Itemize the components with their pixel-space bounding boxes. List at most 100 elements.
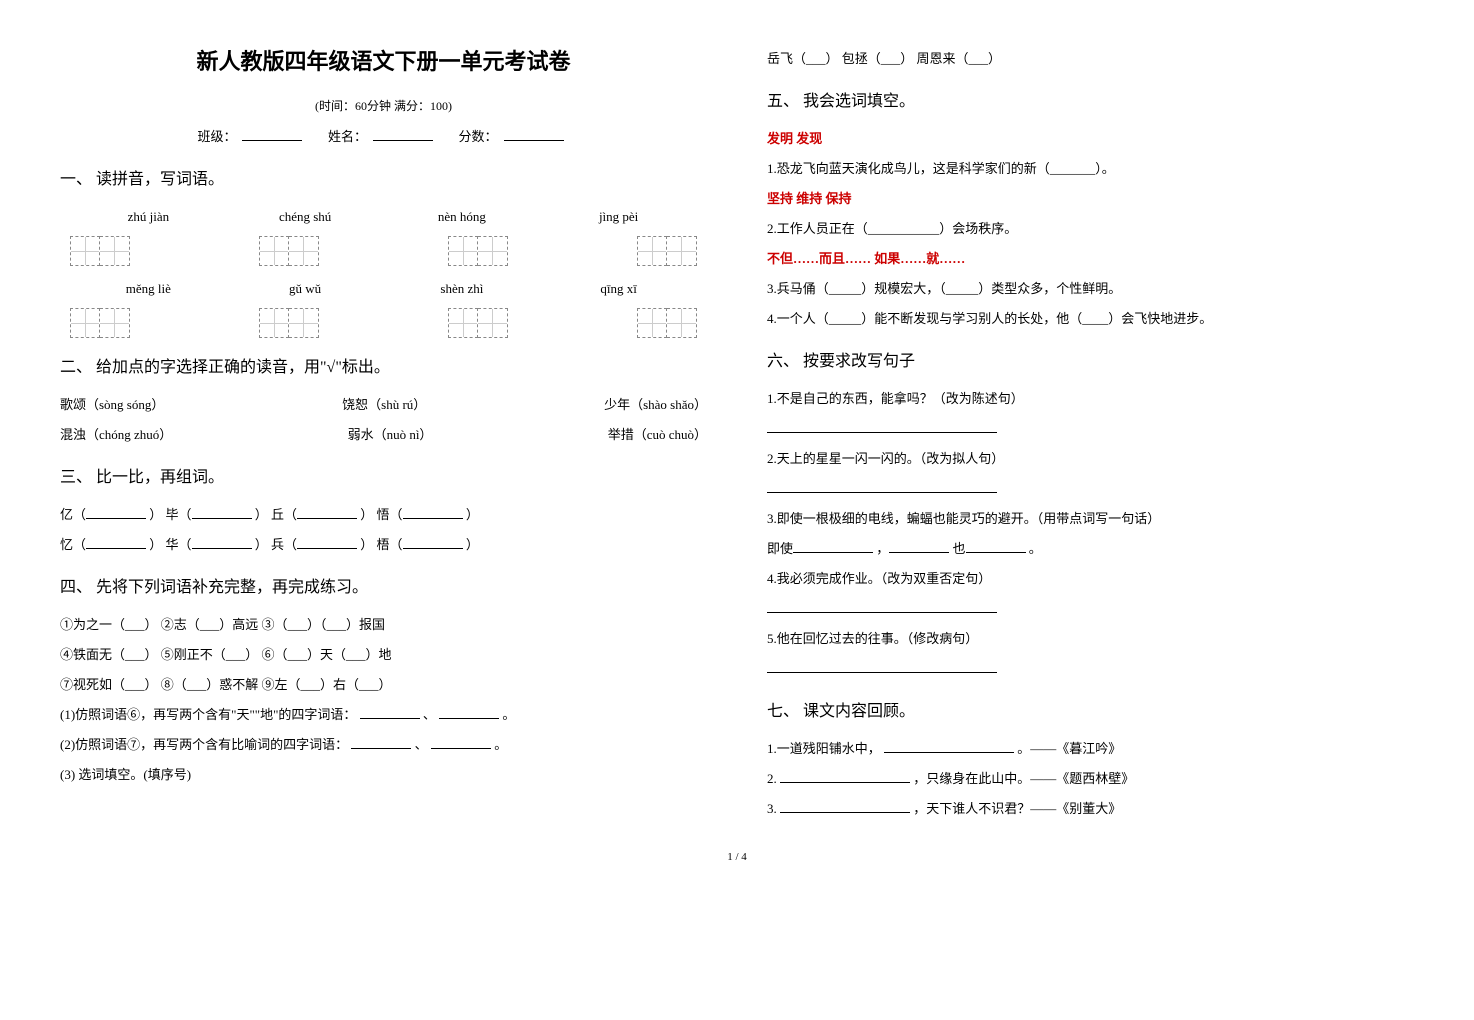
- section-5-heading: 五、 我会选词填空。: [767, 86, 1414, 118]
- page-footer: 1 / 4: [60, 846, 1414, 868]
- left-column: 新人教版四年级语文下册一单元考试卷 (时间：60分钟 满分：100) 班级： 姓…: [60, 40, 707, 826]
- q-text: 3.: [767, 801, 777, 816]
- s5-q: 4.一个人（_____）能不断发现与学习别人的长处，他（____）会飞快地进步。: [767, 306, 1414, 332]
- s5-wordgroup: 坚持 维持 保持: [767, 186, 1414, 212]
- q-text: 。: [494, 737, 507, 752]
- s2-item: 歌颂（sòng sóng）: [60, 392, 164, 418]
- blank: [966, 539, 1026, 553]
- section-6-heading: 六、 按要求改写句子: [767, 346, 1414, 378]
- s2-item: 举措（cuò chuò）: [608, 422, 707, 448]
- blank: [297, 505, 357, 519]
- q-text: 即使: [767, 541, 793, 556]
- blank: [767, 419, 997, 433]
- s3-text: ） 兵（: [255, 537, 297, 552]
- pinyin-item: měng liè: [70, 276, 227, 302]
- s2-row: 歌颂（sòng sóng） 饶恕（shù rú） 少年（shào shǎo）: [60, 392, 707, 418]
- right-column: 岳飞（___） 包拯（___） 周恩来（___） 五、 我会选词填空。 发明 发…: [767, 40, 1414, 826]
- s5-wordgroup: 不但……而且…… 如果……就……: [767, 246, 1414, 272]
- blank: [767, 479, 997, 493]
- pinyin-item: jìng pèi: [540, 204, 697, 230]
- s4-q2: (2)仿照词语⑦，再写两个含有比喻词的四字词语： 、 。: [60, 732, 707, 758]
- q-text: (1)仿照词语⑥，再写两个含有"天""地"的四字词语：: [60, 707, 356, 722]
- s3-text: ） 悟（: [360, 507, 402, 522]
- q-text: 也: [953, 541, 966, 556]
- section-2-heading: 二、 给加点的字选择正确的读音，用"√"标出。: [60, 352, 707, 384]
- blank: [767, 659, 997, 673]
- s3-text: ）: [466, 537, 479, 552]
- q-text: 。: [502, 707, 515, 722]
- q-text: 。——《暮江吟》: [1017, 741, 1121, 756]
- tianzi-row-1: [60, 236, 707, 266]
- blank: [884, 739, 1014, 753]
- pinyin-item: nèn hóng: [384, 204, 541, 230]
- section-3-heading: 三、 比一比，再组词。: [60, 462, 707, 494]
- s5-q: 2.工作人员正在（___________）会场秩序。: [767, 216, 1414, 242]
- tianzi-box: [259, 308, 319, 338]
- q-text: ，只缘身在此山中。——《题西林壁》: [913, 771, 1134, 786]
- answer-line: [767, 596, 1414, 622]
- header-info: 班级： 姓名： 分数：: [60, 124, 707, 150]
- s2-item: 饶恕（shù rú）: [342, 392, 426, 418]
- s5-q: 1.恐龙飞向蓝天演化成鸟儿，这是科学家们的新（_______）。: [767, 156, 1414, 182]
- s6-q: 2.天上的星星一闪一闪的。（改为拟人句）: [767, 446, 1414, 472]
- answer-line: [767, 416, 1414, 442]
- s4-line: ①为之一（___） ②志（___）高远 ③（___）（___）报国: [60, 612, 707, 638]
- blank: [86, 505, 146, 519]
- s3-text: 亿（: [60, 507, 86, 522]
- s3-row: 亿（ ） 毕（ ） 丘（ ） 悟（ ）: [60, 502, 707, 528]
- pinyin-row-1: zhú jiàn chéng shú nèn hóng jìng pèi: [60, 204, 707, 230]
- s6-q: 1.不是自己的东西，能拿吗？（改为陈述句）: [767, 386, 1414, 412]
- q-text: 1.一道残阳铺水中，: [767, 741, 881, 756]
- blank: [431, 735, 491, 749]
- exam-title: 新人教版四年级语文下册一单元考试卷: [60, 40, 707, 84]
- s2-item: 弱水（nuò nì）: [348, 422, 433, 448]
- s4-q1: (1)仿照词语⑥，再写两个含有"天""地"的四字词语： 、 。: [60, 702, 707, 728]
- s7-q: 1.一道残阳铺水中， 。——《暮江吟》: [767, 736, 1414, 762]
- blank: [86, 535, 146, 549]
- tianzi-box: [70, 236, 130, 266]
- tianzi-box: [448, 236, 508, 266]
- class-blank: [242, 127, 302, 141]
- pinyin-item: chéng shú: [227, 204, 384, 230]
- q-text: (2)仿照词语⑦，再写两个含有比喻词的四字词语：: [60, 737, 348, 752]
- s7-q: 3. ，天下谁人不识君？——《别董大》: [767, 796, 1414, 822]
- blank: [793, 539, 873, 553]
- blank: [403, 535, 463, 549]
- score-blank: [504, 127, 564, 141]
- s3-text: ） 梧（: [360, 537, 402, 552]
- s6-q: 4.我必须完成作业。（改为双重否定句）: [767, 566, 1414, 592]
- s6-q3b: 即使 ， 也 。: [767, 536, 1414, 562]
- s4-line: ④铁面无（___） ⑤刚正不（___） ⑥（___）天（___）地: [60, 642, 707, 668]
- s2-item: 混浊（chóng zhuó）: [60, 422, 172, 448]
- class-label: 班级：: [197, 129, 236, 144]
- pinyin-item: zhú jiàn: [70, 204, 227, 230]
- score-label: 分数：: [459, 129, 498, 144]
- s5-wordgroup: 发明 发现: [767, 126, 1414, 152]
- s3-text: ） 丘（: [255, 507, 297, 522]
- s4r-line: 岳飞（___） 包拯（___） 周恩来（___）: [767, 46, 1414, 72]
- pinyin-item: gǔ wǔ: [227, 276, 384, 302]
- blank: [767, 599, 997, 613]
- name-label: 姓名：: [328, 129, 367, 144]
- tianzi-box: [259, 236, 319, 266]
- blank: [403, 505, 463, 519]
- q-text: 2.: [767, 771, 777, 786]
- blank: [360, 705, 420, 719]
- tianzi-box: [637, 308, 697, 338]
- exam-subtitle: (时间：60分钟 满分：100): [60, 94, 707, 118]
- section-4-heading: 四、 先将下列词语补充完整，再完成练习。: [60, 572, 707, 604]
- q-text: ，天下谁人不识君？——《别董大》: [913, 801, 1121, 816]
- s3-row: 忆（ ） 华（ ） 兵（ ） 梧（ ）: [60, 532, 707, 558]
- blank: [780, 769, 910, 783]
- q-text: 。: [1029, 541, 1042, 556]
- page-container: 新人教版四年级语文下册一单元考试卷 (时间：60分钟 满分：100) 班级： 姓…: [60, 40, 1414, 826]
- q-text: ，: [876, 541, 889, 556]
- tianzi-box: [637, 236, 697, 266]
- blank: [439, 705, 499, 719]
- blank: [889, 539, 949, 553]
- pinyin-item: qīng xī: [540, 276, 697, 302]
- s2-row: 混浊（chóng zhuó） 弱水（nuò nì） 举措（cuò chuò）: [60, 422, 707, 448]
- s2-item: 少年（shào shǎo）: [604, 392, 707, 418]
- q-text: 、: [415, 737, 428, 752]
- tianzi-box: [448, 308, 508, 338]
